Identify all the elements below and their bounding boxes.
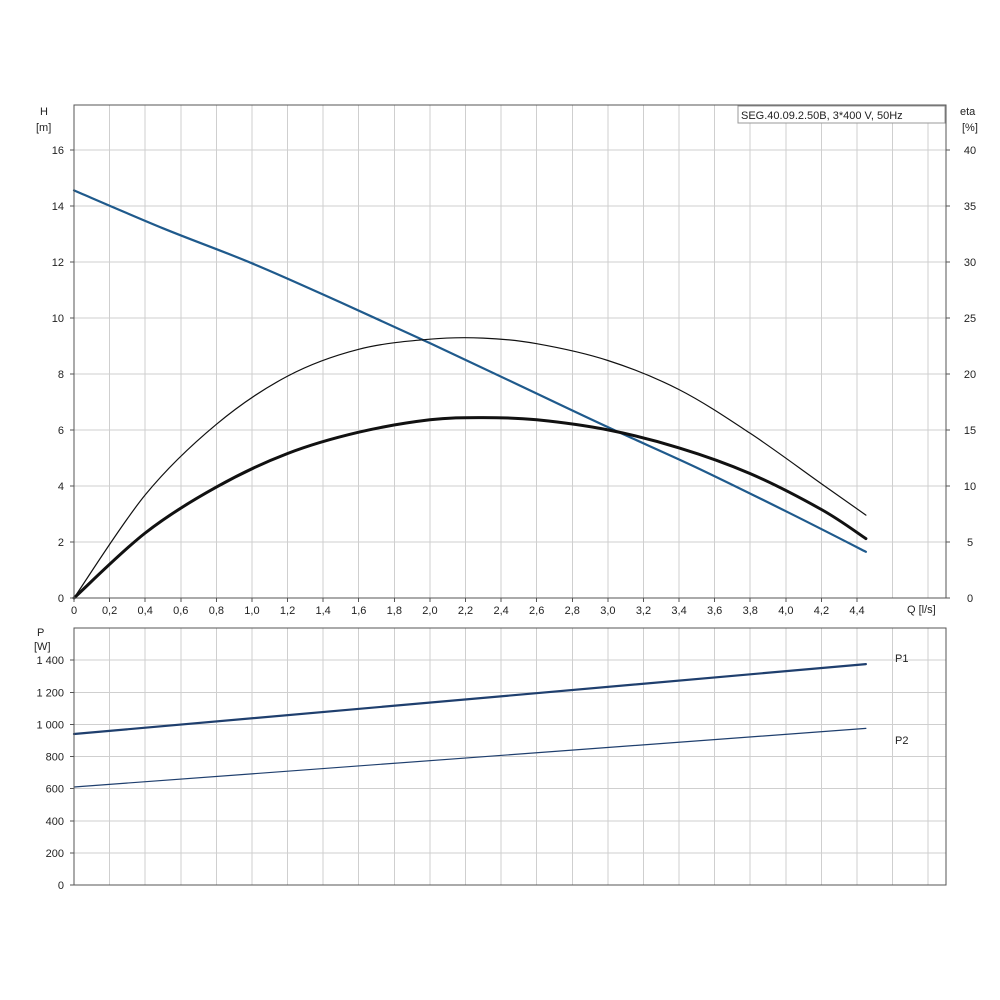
head-grid	[74, 105, 946, 598]
y-tick-label-h: 10	[52, 313, 64, 325]
series-label-p2: P2	[895, 735, 908, 747]
x-tick-label: 4,0	[778, 605, 793, 617]
head-curves	[72, 189, 868, 600]
y-axis-label-eta: eta	[960, 106, 976, 118]
x-tick-label: 3,2	[636, 605, 651, 617]
y-tick-label-p: 1 200	[36, 687, 64, 699]
y-tick-label-eta: 40	[964, 145, 976, 157]
y-tick-label-h: 8	[58, 369, 64, 381]
x-tick-label: 0,8	[209, 605, 224, 617]
power-grid	[74, 628, 946, 885]
y-tick-label-p: 800	[46, 752, 64, 764]
x-tick-label: 1,2	[280, 605, 295, 617]
y-axis-label-p: P	[37, 627, 44, 639]
x-tick-label: 0,4	[138, 605, 153, 617]
head-curve	[72, 189, 867, 553]
y-tick-label-h: 2	[58, 537, 64, 549]
x-tick-label: 2,0	[422, 605, 437, 617]
power-axis-ticks: 0 200 400 600 800 1 000 1 200 1 400	[36, 655, 74, 892]
y-tick-label-h: 12	[52, 257, 64, 269]
x-tick-label: 0,6	[173, 605, 188, 617]
y-tick-label-eta: 20	[964, 369, 976, 381]
y-tick-label-eta: 25	[964, 313, 976, 325]
head-efficiency-panel: 0 0,2 0,4 0,6 0,8 1,0 1,2 1,4 1,6 1,8 2,0 2,2 2,4 2,6…	[36, 104, 978, 617]
x-tick-label: 2,2	[458, 605, 473, 617]
x-tick-label: 1,0	[244, 605, 259, 617]
y-tick-label-p: 0	[58, 880, 64, 892]
y-tick-label-h: 16	[52, 145, 64, 157]
model-label: SEG.40.09.2.50B, 3*400 V, 50Hz	[741, 110, 903, 122]
y-tick-label-h: 14	[52, 201, 64, 213]
x-tick-label: 0,2	[102, 605, 117, 617]
power-curves	[72, 663, 867, 788]
x-tick-label: 3,4	[671, 605, 686, 617]
series-label-p1: P1	[895, 653, 908, 665]
x-tick-label: 1,4	[315, 605, 330, 617]
x-tick-label: 3,0	[600, 605, 615, 617]
x-tick-label: 1,8	[387, 605, 402, 617]
y-tick-label-eta: 5	[967, 537, 973, 549]
x-tick-label: 2,6	[529, 605, 544, 617]
x-tick-label: 4,4	[849, 605, 864, 617]
y-tick-label-eta: 10	[964, 481, 976, 493]
y-tick-label-p: 600	[46, 784, 64, 796]
y-tick-label-h: 4	[58, 481, 64, 493]
x-tick-label: 3,8	[743, 605, 758, 617]
efficiency-curve-bold	[72, 416, 868, 600]
x-tick-label: 2,4	[493, 605, 508, 617]
power-panel: 0 200 400 600 800 1 000 1 200 1 400 P [W] P1 P2	[34, 627, 947, 892]
y-tick-label-p: 200	[46, 848, 64, 860]
x-tick-label: 1,6	[351, 605, 366, 617]
y-tick-label-eta: 0	[967, 593, 973, 605]
y-tick-label-p: 400	[46, 816, 64, 828]
x-tick-label: 0	[71, 605, 77, 617]
y-axis-unit-eta: [%]	[962, 122, 978, 134]
efficiency-curve-thin	[73, 336, 867, 599]
x-tick-label: 3,6	[707, 605, 722, 617]
y-tick-label-eta: 30	[964, 257, 976, 269]
head-panel-frame	[73, 104, 947, 599]
y-tick-label-h: 6	[58, 425, 64, 437]
y-tick-label-p: 1 000	[36, 719, 64, 731]
y-axis-unit-h: [m]	[36, 122, 51, 134]
y-tick-label-eta: 35	[964, 201, 976, 213]
model-label-box	[737, 105, 946, 124]
y-axis-label-h: H	[40, 106, 48, 118]
y-tick-label-h: 0	[58, 593, 64, 605]
power-curve-p2	[73, 727, 867, 788]
y-tick-label-eta: 15	[964, 425, 976, 437]
head-axis-ticks: 0 0,2 0,4 0,6 0,8 1,0 1,2 1,4 1,6 1,8 2,0 2,2 2,4 2,6…	[52, 145, 976, 617]
power-curve-p1	[72, 663, 867, 736]
x-tick-label: 4,2	[814, 605, 829, 617]
y-tick-label-p: 1 400	[36, 655, 64, 667]
y-axis-unit-p: [W]	[34, 641, 51, 653]
x-axis-label-q: Q [l/s]	[907, 604, 936, 616]
x-tick-label: 2,8	[565, 605, 580, 617]
